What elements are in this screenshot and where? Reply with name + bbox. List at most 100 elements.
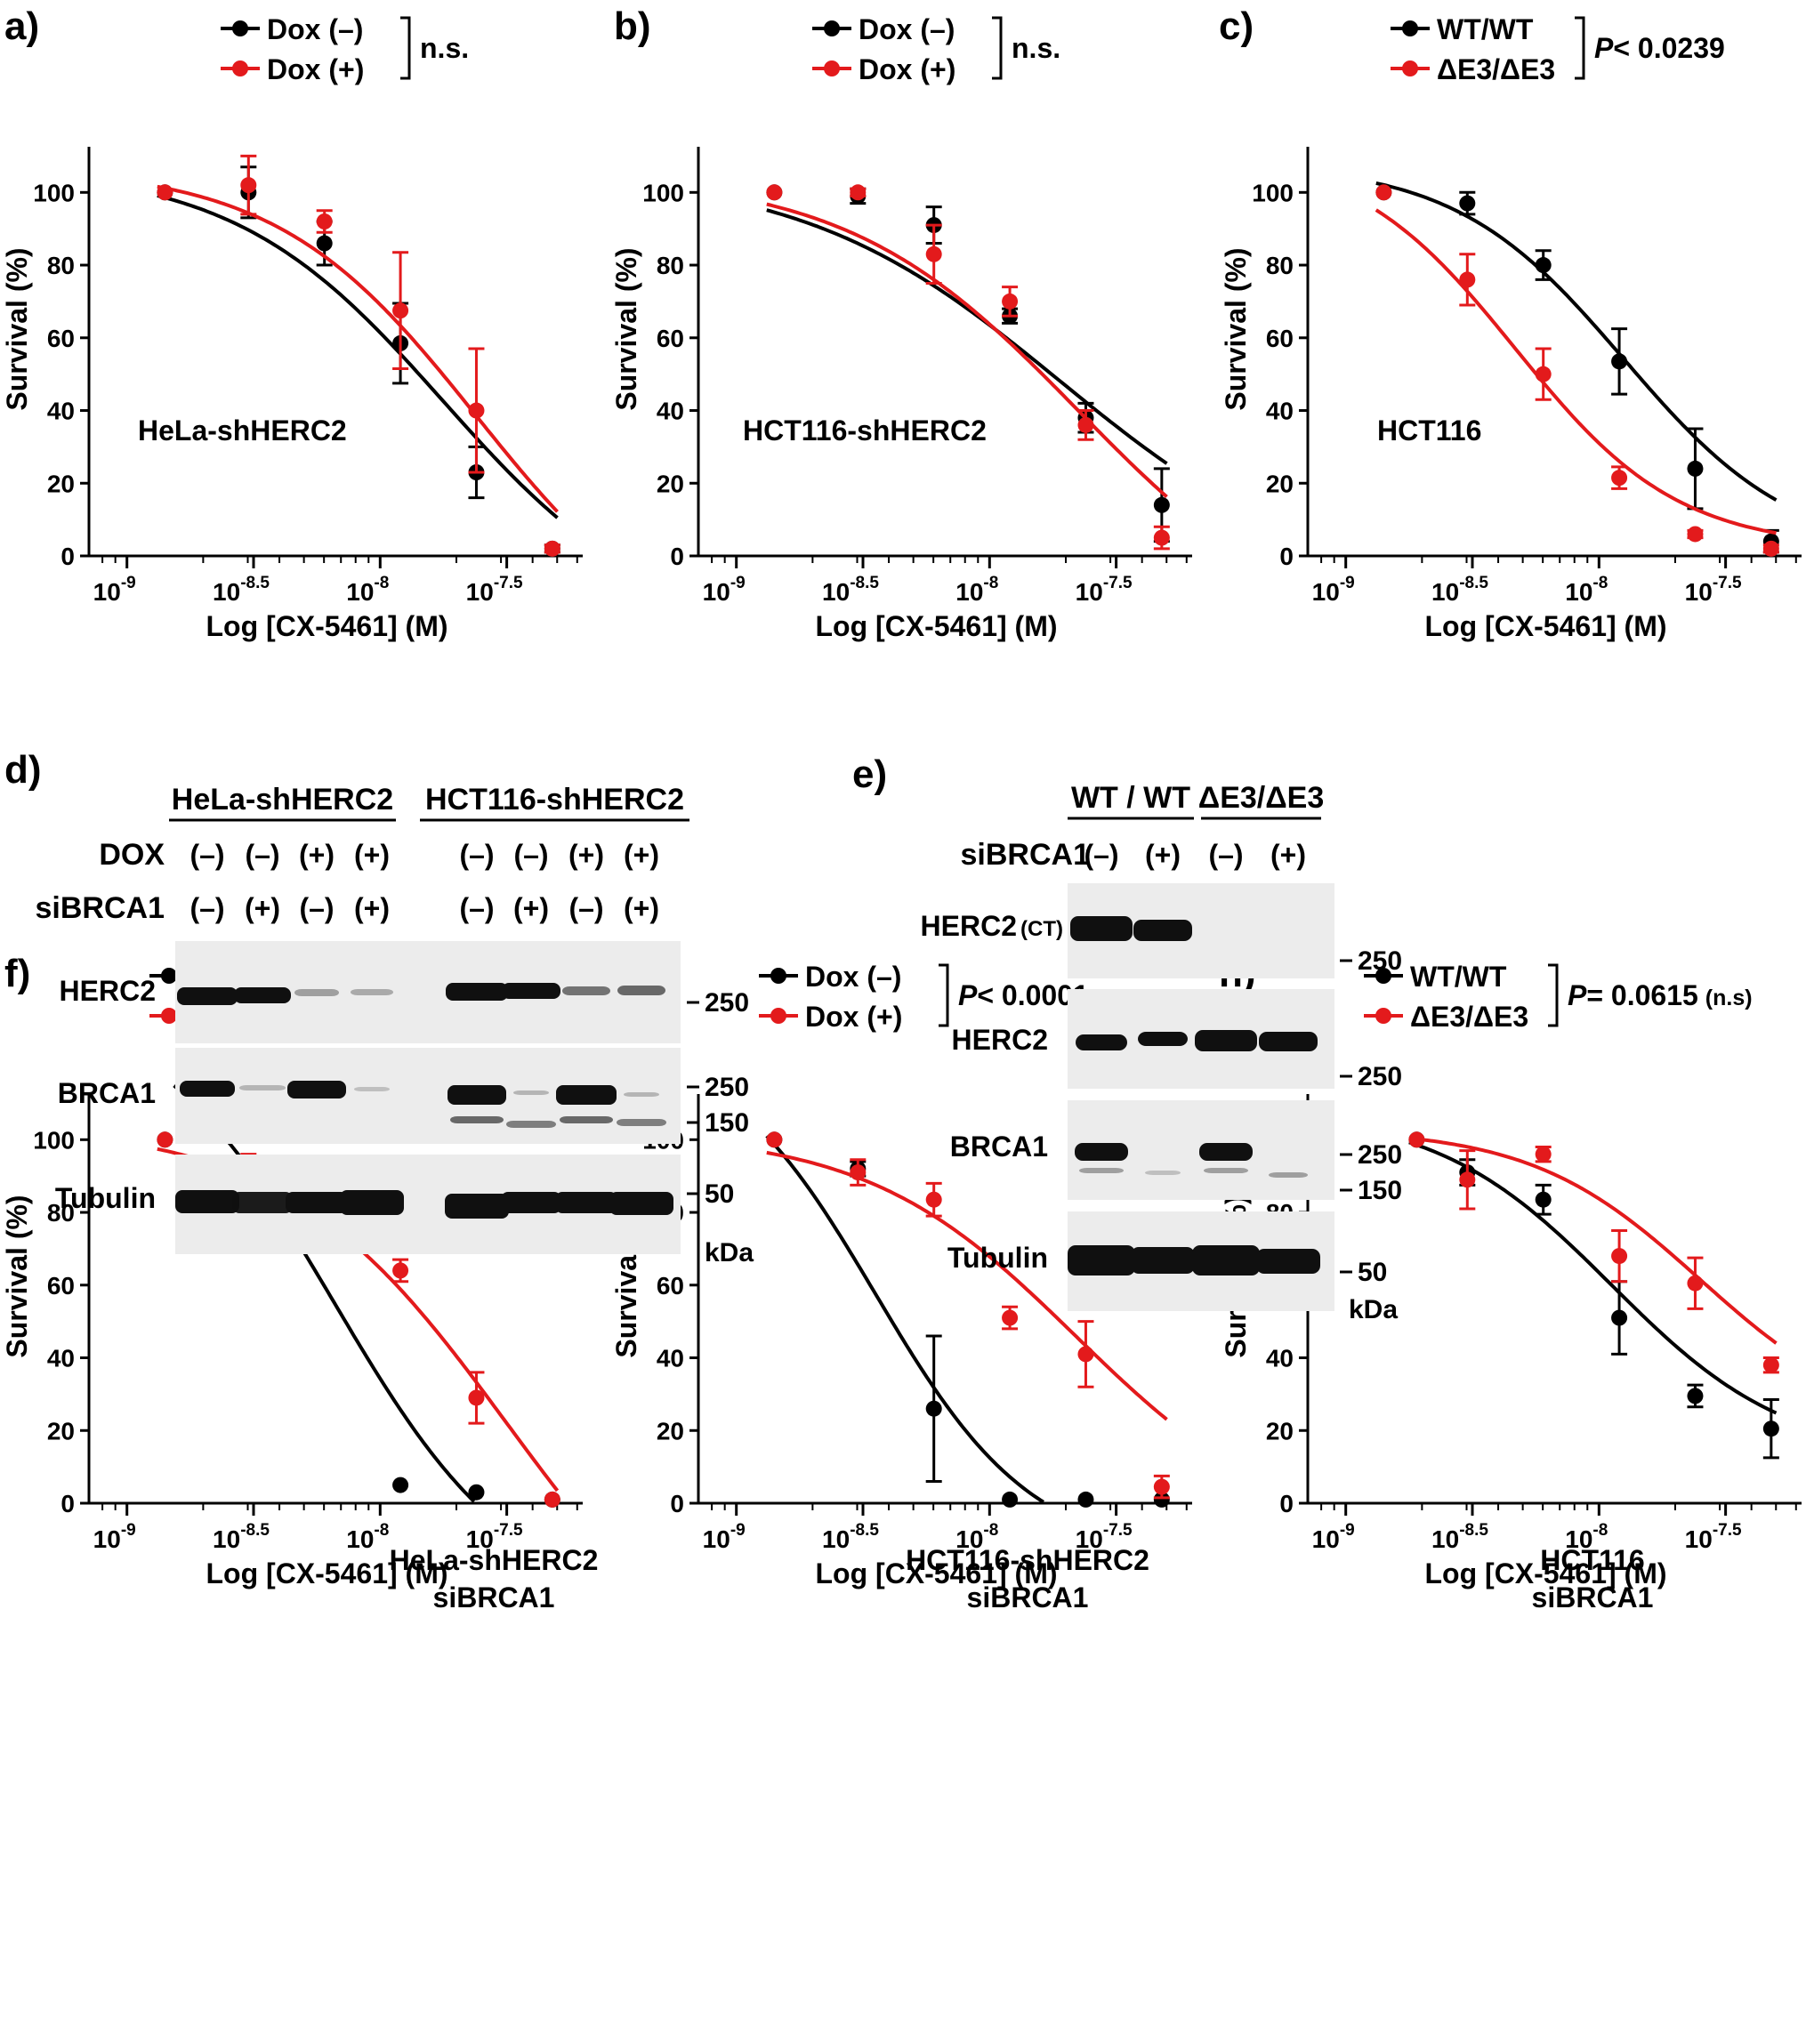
data-point (850, 184, 867, 201)
legend-marker (770, 1008, 786, 1024)
legend-entry: ΔE3/ΔE3 (1437, 53, 1555, 85)
legend-marker (232, 60, 248, 76)
stat-annotation: P< 0.0239 (1594, 32, 1725, 64)
x-tick-label: 10-8.5 (822, 574, 879, 606)
data-point (1687, 1275, 1704, 1292)
x-tick-base: 10 (1685, 1525, 1713, 1553)
data-point (1002, 293, 1019, 310)
protein-band (1259, 1032, 1318, 1051)
legend-entry: Dox (+) (805, 1001, 902, 1033)
x-tick-label: 10-7.5 (466, 574, 523, 606)
protein-band (501, 1192, 561, 1213)
chart-title-line: HCT116-shHERC2 (743, 414, 987, 447)
data-point (1535, 257, 1552, 274)
y-tick-label: 60 (47, 1272, 75, 1300)
x-tick-exponent: -9 (1340, 1521, 1355, 1540)
protein-band (617, 1119, 666, 1126)
protein-band (239, 1085, 286, 1090)
mw-marker-label: 250 (1358, 1062, 1402, 1091)
legend-marker (1375, 968, 1391, 984)
stat-value: = 0.0615 (1586, 979, 1697, 1011)
lane-dox: (–) (189, 839, 224, 871)
protein-band (232, 1192, 293, 1213)
x-axis-label: Log [CX-5461] (M) (1425, 1557, 1667, 1589)
data-point (392, 1262, 409, 1279)
x-tick-exponent: -7.5 (1713, 574, 1742, 592)
lane-sibrca1: (–) (1084, 839, 1118, 871)
row-label-sibrca1: siBRCA1 (36, 891, 165, 925)
y-axis-label: Survival (%) (610, 247, 642, 410)
x-tick-base: 10 (466, 578, 494, 606)
y-tick-label: 60 (1266, 325, 1294, 352)
row-label-sibrca1: siBRCA1 (961, 838, 1090, 872)
x-tick-base: 10 (1565, 578, 1592, 606)
x-tick-label: 10-8.5 (1431, 574, 1488, 606)
legend-entry: Dox (+) (267, 53, 364, 85)
y-tick-label: 40 (1266, 1345, 1294, 1372)
protein-band (234, 987, 291, 1003)
legend-entry: WT/WT (1410, 961, 1507, 993)
x-tick-base: 10 (93, 578, 121, 606)
data-point (925, 245, 942, 262)
mw-marker-label: 150 (1358, 1176, 1402, 1205)
x-tick-base: 10 (955, 1525, 983, 1553)
x-tick-base: 10 (1076, 1525, 1103, 1553)
protein-band (445, 1194, 509, 1219)
data-point (1611, 1309, 1628, 1326)
fit-curve-red (766, 1150, 1168, 1421)
blot-label: BRCA1 (950, 1131, 1048, 1163)
data-point (1002, 1309, 1019, 1326)
lane-sibrca1: (–) (1208, 839, 1243, 871)
data-point (1535, 366, 1552, 382)
x-tick-exponent: -8.5 (850, 574, 879, 592)
stat-bracket (1548, 963, 1559, 1027)
data-point (468, 1389, 485, 1406)
data-point (1153, 1491, 1170, 1508)
x-tick-exponent: -9 (121, 574, 136, 592)
y-tick-label: 20 (1266, 470, 1294, 497)
x-tick-base: 10 (1312, 1525, 1340, 1553)
data-point (1077, 1346, 1094, 1363)
x-tick-label: 10-8.5 (822, 1521, 879, 1553)
mw-marker-label: 50 (1358, 1258, 1387, 1287)
x-tick-label: 10-8.5 (1431, 1521, 1488, 1553)
x-tick-label: 10-9 (703, 1521, 746, 1553)
data-point (157, 184, 173, 201)
x-tick-label: 10-8 (955, 1521, 998, 1553)
stat-annotation: n.s. (1012, 32, 1060, 64)
protein-band (609, 1192, 673, 1215)
stat-bracket (1575, 16, 1585, 80)
data-point (392, 302, 409, 319)
chart-title-line: siBRCA1 (1532, 1581, 1654, 1613)
stat-value: n.s. (1012, 32, 1060, 64)
mw-marker-label: 50 (705, 1179, 734, 1209)
x-tick-exponent: -8.5 (1459, 1521, 1488, 1540)
fit-curve-red (157, 184, 559, 513)
legend-entry: Dox (–) (859, 13, 955, 45)
lane-dox: (–) (245, 839, 279, 871)
stat-bracket (992, 16, 1003, 80)
y-tick-label: 40 (657, 398, 684, 425)
blot-label: Tubulin (947, 1242, 1048, 1274)
data-point (1077, 1491, 1094, 1508)
x-tick-label: 10-9 (703, 574, 746, 606)
y-tick-label: 40 (657, 1345, 684, 1372)
data-point (1762, 1420, 1779, 1437)
panel-label: b) (614, 4, 651, 48)
blot-label-main: HERC2 (921, 910, 1017, 942)
x-tick-exponent: -7.5 (1103, 574, 1133, 592)
data-point (1611, 470, 1628, 487)
protein-band (1068, 1245, 1135, 1275)
row-label-dox: DOX (99, 838, 165, 872)
kda-label: kDa (1349, 1295, 1398, 1324)
y-tick-label: 20 (657, 470, 684, 497)
x-tick-exponent: -8 (1592, 574, 1608, 592)
x-tick-base: 10 (346, 578, 374, 606)
data-point (1535, 1146, 1552, 1163)
x-tick-base: 10 (213, 578, 240, 606)
legend-marker (824, 60, 840, 76)
data-point (392, 1477, 409, 1493)
